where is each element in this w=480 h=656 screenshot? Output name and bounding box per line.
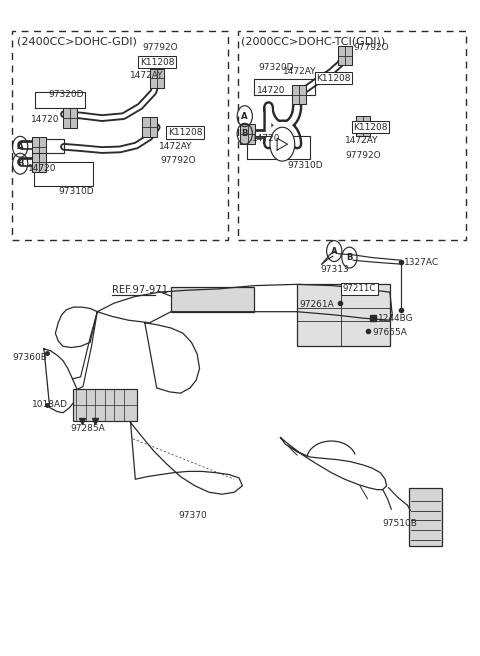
Bar — [356, 116, 370, 136]
Bar — [150, 69, 164, 88]
Text: 1018AD: 1018AD — [32, 400, 68, 409]
Text: 97655A: 97655A — [372, 328, 407, 337]
Text: A: A — [331, 247, 337, 256]
Text: B: B — [17, 159, 24, 168]
Bar — [32, 153, 47, 173]
Bar — [62, 108, 77, 128]
Text: REF.97-971: REF.97-971 — [111, 285, 168, 295]
Circle shape — [270, 127, 295, 161]
Text: 97510B: 97510B — [383, 519, 418, 528]
Text: 97370: 97370 — [178, 511, 207, 520]
Text: 97792O: 97792O — [160, 156, 196, 165]
Bar — [240, 124, 255, 144]
Text: 97320D: 97320D — [48, 90, 84, 99]
FancyBboxPatch shape — [171, 287, 254, 312]
Bar — [143, 117, 157, 137]
Text: K11208: K11208 — [168, 128, 202, 137]
Text: 97320D: 97320D — [258, 63, 294, 72]
Text: 97792O: 97792O — [353, 43, 389, 52]
Text: (2000CC>DOHC-TCI(GDI)): (2000CC>DOHC-TCI(GDI)) — [241, 37, 385, 47]
Text: 14720: 14720 — [257, 85, 285, 94]
Bar — [292, 85, 306, 104]
Text: K11208: K11208 — [353, 123, 388, 132]
Bar — [337, 46, 352, 66]
Text: 1472AY: 1472AY — [283, 68, 316, 76]
Text: 1244BG: 1244BG — [378, 314, 414, 323]
Text: B: B — [241, 129, 248, 138]
Text: 1327AC: 1327AC — [404, 258, 439, 267]
Text: 14720: 14720 — [252, 134, 280, 144]
Text: 97310D: 97310D — [288, 161, 323, 169]
Text: K11208: K11208 — [140, 58, 175, 66]
FancyBboxPatch shape — [72, 389, 137, 420]
Text: 97261A: 97261A — [300, 300, 334, 309]
Text: 97360B: 97360B — [12, 353, 48, 362]
Text: 1472AY: 1472AY — [345, 136, 378, 146]
Text: 1472AY: 1472AY — [130, 71, 163, 79]
Text: 97211C: 97211C — [343, 285, 376, 293]
FancyBboxPatch shape — [297, 284, 390, 346]
Text: 14720: 14720 — [28, 164, 57, 173]
Text: 97792O: 97792O — [346, 151, 381, 160]
FancyBboxPatch shape — [409, 487, 442, 546]
Text: A: A — [241, 112, 248, 121]
Text: K11208: K11208 — [316, 74, 350, 83]
Text: 97792O: 97792O — [143, 43, 178, 52]
Text: 97313: 97313 — [320, 265, 348, 274]
Bar — [32, 137, 47, 157]
Text: 97310D: 97310D — [58, 186, 94, 195]
Text: 97285A: 97285A — [71, 424, 105, 434]
Text: B: B — [346, 253, 353, 262]
Text: 1472AY: 1472AY — [159, 142, 192, 152]
Text: (2400CC>DOHC-GDI): (2400CC>DOHC-GDI) — [17, 37, 137, 47]
Text: 14720: 14720 — [31, 115, 59, 124]
Text: A: A — [17, 142, 24, 152]
